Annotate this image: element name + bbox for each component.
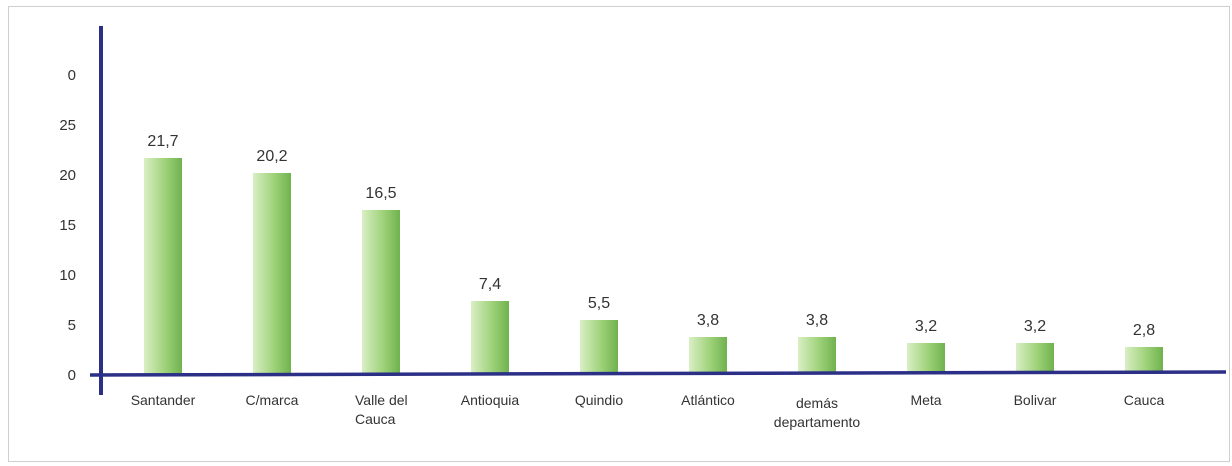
bar-series xyxy=(144,158,1163,374)
data-label: 3,2 xyxy=(915,318,937,335)
bar xyxy=(689,337,727,374)
data-label: 3,8 xyxy=(806,312,828,329)
bar xyxy=(1125,347,1163,374)
x-tick-label: Valle del Cauca xyxy=(355,392,408,427)
bar xyxy=(144,158,182,374)
data-label: 7,4 xyxy=(479,276,501,293)
data-label: 20,2 xyxy=(256,148,287,165)
x-tick-label: demás departamento xyxy=(774,395,861,430)
x-tick-label: C/marca xyxy=(246,392,299,408)
y-axis-tick-labels: 0 5 10 15 20 25 0 xyxy=(59,67,76,384)
x-axis-line xyxy=(89,370,1227,377)
y-tick-label: 10 xyxy=(59,267,76,284)
y-tick-label: 0 xyxy=(68,367,76,384)
data-label: 5,5 xyxy=(588,295,610,312)
bar xyxy=(471,301,509,374)
x-tick-label: Cauca xyxy=(1124,392,1165,408)
x-tick-label: Antioquia xyxy=(461,392,520,408)
y-tick-label: 20 xyxy=(59,167,76,184)
x-tick-label: Atlántico xyxy=(681,392,735,408)
y-tick-label: 0 xyxy=(68,67,76,84)
data-label: 2,8 xyxy=(1133,322,1155,339)
bar xyxy=(580,320,618,374)
y-tick-label: 5 xyxy=(68,317,76,334)
bar xyxy=(362,210,400,374)
chart-frame xyxy=(8,6,1230,462)
bar xyxy=(253,173,291,374)
y-tick-label: 25 xyxy=(59,117,76,134)
x-tick-label: Santander xyxy=(131,392,196,408)
data-label: 21,7 xyxy=(147,133,178,150)
x-axis-category-labels: Santander C/marca Valle del Cauca Antioquia Q… xyxy=(131,392,1165,430)
data-label: 16,5 xyxy=(365,185,396,202)
x-tick-label: Meta xyxy=(910,392,941,408)
data-label: 3,8 xyxy=(697,312,719,329)
y-tick-label: 15 xyxy=(59,217,76,234)
bar xyxy=(798,337,836,374)
bar xyxy=(907,343,945,374)
x-tick-label: Quindio xyxy=(575,392,623,408)
data-labels: 21,7 20,2 16,5 7,4 5,5 3,8 3,8 3,2 3,2 2,8 xyxy=(147,133,1155,339)
data-label: 3,2 xyxy=(1024,318,1046,335)
x-tick-label: Bolivar xyxy=(1014,392,1057,408)
bar xyxy=(1016,343,1054,374)
